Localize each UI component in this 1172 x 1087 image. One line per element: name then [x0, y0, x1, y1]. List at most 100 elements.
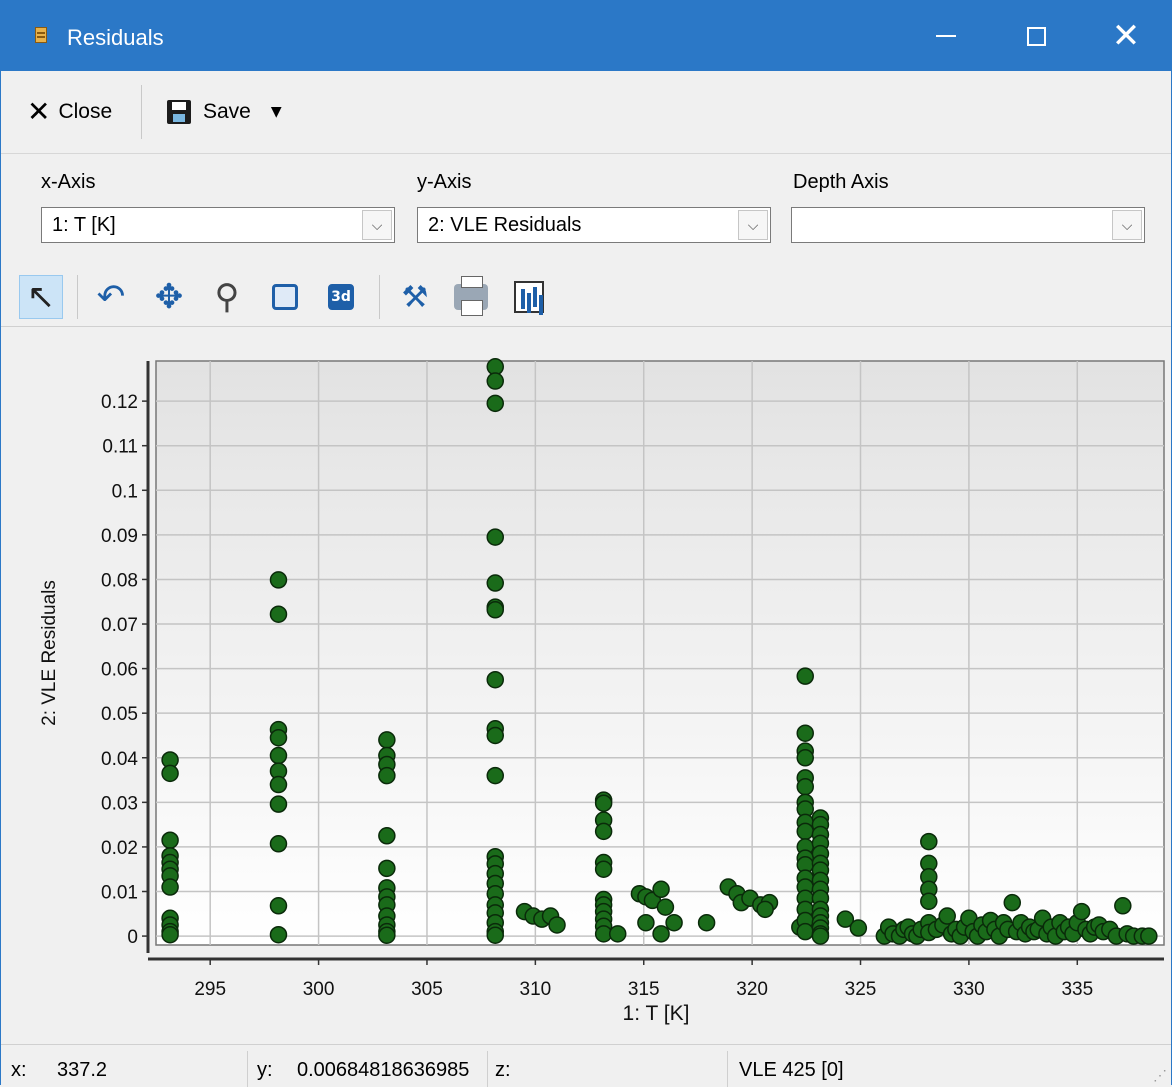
3d-icon[interactable]: 3d [319, 275, 363, 319]
depth-axis-select[interactable]: ⌵ [791, 207, 1145, 243]
data-point [161, 878, 179, 896]
data-point [938, 907, 956, 925]
y-tick-label: 0.04 [101, 749, 138, 770]
zoom-icon[interactable]: ⚲ [214, 277, 240, 317]
minimize-icon [936, 35, 956, 37]
data-point [796, 922, 814, 941]
data-point [1072, 902, 1091, 921]
data-point [594, 794, 613, 812]
x-axis-title: 1: T [K] [623, 1002, 690, 1025]
properties-icon[interactable]: ⚒ [401, 279, 429, 315]
data-point [378, 859, 396, 878]
data-point [269, 605, 288, 623]
status-x-label: x: [11, 1059, 27, 1081]
rotate-icon[interactable]: ↶ [96, 277, 126, 317]
data-point [378, 731, 396, 749]
data-points [161, 358, 1158, 945]
copy-chart-icon[interactable] [507, 275, 551, 319]
save-button[interactable]: Save ▼ [167, 95, 282, 129]
data-point [486, 574, 505, 592]
title-bar[interactable]: Residuals ✕ [1, 1, 1171, 71]
pointer-icon[interactable]: ↖ [19, 275, 63, 319]
y-tick-label: 0.07 [101, 615, 138, 636]
y-tick-label: 0.01 [101, 883, 138, 904]
data-point [849, 919, 868, 937]
data-point [269, 746, 288, 765]
y-tick-label: 0.03 [101, 793, 138, 814]
data-point [796, 667, 814, 685]
status-series-info: VLE 425 [0] [739, 1059, 844, 1081]
pan-icon[interactable]: ✥ [154, 277, 184, 317]
data-point [486, 926, 505, 944]
chevron-down-icon[interactable]: ⌵ [738, 210, 768, 240]
x-tick-label: 320 [736, 979, 768, 1000]
data-point [161, 925, 179, 944]
status-bar: x: 337.2 y: 0.00684818636985 z: VLE 425 … [1, 1044, 1171, 1087]
window-title: Residuals [67, 25, 164, 50]
data-point [269, 571, 288, 589]
close-icon: ✕ [1111, 16, 1141, 56]
x-axis-select[interactable]: 1: T [K] ⌵ [41, 207, 395, 243]
close-button-label: Close [58, 100, 113, 123]
data-point [1114, 897, 1132, 915]
data-point [608, 925, 627, 943]
floppy-disk-icon [167, 100, 191, 124]
close-window-button[interactable]: ✕ [1081, 1, 1171, 71]
print-icon[interactable] [449, 275, 493, 319]
zoom-box-icon[interactable] [263, 275, 307, 319]
x-tick-label: 325 [845, 979, 877, 1000]
data-point [652, 880, 670, 899]
data-point [920, 892, 938, 911]
data-point [269, 728, 288, 747]
data-point [796, 749, 814, 767]
data-point [269, 775, 288, 794]
close-x-icon: ✕ [27, 95, 51, 128]
data-point [1140, 927, 1158, 945]
data-point [161, 831, 179, 849]
status-divider [727, 1051, 728, 1087]
chart-area[interactable]: 0 0.01 0.02 0.03 0.04 0.05 0.06 0.07 0.08 0.09 0.1… [1, 328, 1171, 1041]
grid-lines [156, 361, 1164, 945]
data-point [378, 827, 396, 845]
minimize-button[interactable] [901, 1, 991, 71]
data-point [548, 916, 566, 934]
status-z-label: z: [495, 1059, 511, 1081]
maximize-button[interactable] [991, 1, 1081, 71]
scatter-chart[interactable]: 0 0.01 0.02 0.03 0.04 0.05 0.06 0.07 0.08 0.09 0.1… [1, 328, 1171, 1041]
data-point [161, 764, 179, 783]
save-dropdown-icon[interactable]: ▼ [270, 104, 282, 120]
chart-toolbar-separator [77, 275, 78, 319]
data-point [269, 897, 288, 915]
close-button[interactable]: ✕ Close [27, 95, 112, 129]
y-tick-label: 0.12 [101, 392, 138, 413]
resize-grip-icon[interactable]: ⋰ [1153, 1067, 1167, 1083]
status-y-label: y: [257, 1059, 273, 1081]
data-point [665, 913, 683, 932]
data-point [486, 726, 505, 745]
x-tick-label: 305 [411, 979, 443, 1000]
data-point [920, 832, 938, 851]
data-point [486, 601, 505, 619]
data-point [486, 372, 505, 390]
data-point [486, 528, 505, 546]
chevron-down-icon[interactable]: ⌵ [1112, 210, 1142, 240]
x-tick-label: 335 [1061, 979, 1093, 1000]
data-point [594, 822, 613, 841]
x-axis-label: x-Axis [41, 171, 96, 193]
chevron-down-icon[interactable]: ⌵ [362, 210, 392, 240]
app-icon [35, 27, 47, 43]
data-point [637, 913, 655, 932]
data-point [697, 913, 716, 932]
data-point [656, 898, 675, 916]
data-point [796, 777, 814, 796]
y-axis-select[interactable]: 2: VLE Residuals ⌵ [417, 207, 771, 243]
data-point [836, 910, 855, 928]
plot-background [155, 360, 1165, 946]
data-point [378, 766, 396, 785]
data-point [811, 927, 830, 945]
toolbar-separator [141, 85, 142, 139]
x-tick-label: 295 [194, 979, 226, 1000]
data-point [269, 795, 288, 813]
data-point [378, 926, 396, 944]
